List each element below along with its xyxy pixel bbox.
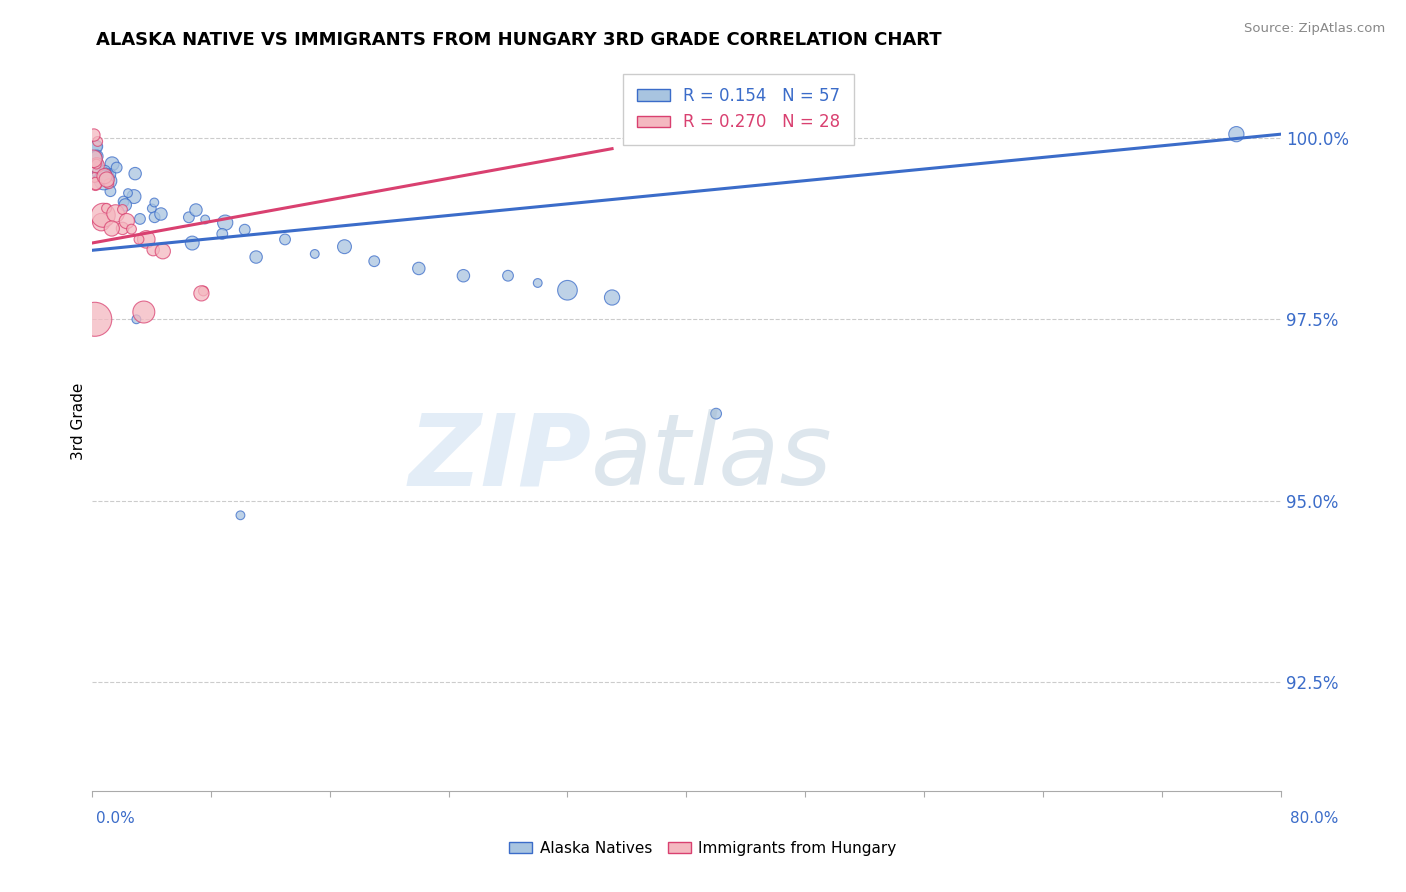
Point (87, 158, 110, 172)
Text: 0.0%: 0.0% (96, 812, 135, 826)
Point (274, 232, 297, 246)
Text: atlas: atlas (592, 409, 832, 507)
Point (704, 407, 727, 421)
Point (304, 247, 326, 261)
Point (84, 177, 107, 191)
Point (101, 157, 124, 171)
Point (453, 268, 475, 283)
Point (86, 171, 108, 186)
Point (229, 508, 252, 523)
Legend: Alaska Natives, Immigrants from Hungary: Alaska Natives, Immigrants from Hungary (503, 835, 903, 862)
Point (117, 186, 139, 200)
Text: Source: ZipAtlas.com: Source: ZipAtlas.com (1244, 22, 1385, 36)
Point (86, 135, 108, 149)
Point (100, 167, 122, 181)
Point (83, 170, 105, 185)
Text: ZIP: ZIP (408, 409, 592, 507)
Point (152, 244, 174, 259)
Point (83, 312, 105, 326)
Point (142, 243, 165, 257)
Point (129, 211, 152, 226)
Point (141, 202, 163, 216)
Point (111, 202, 134, 217)
Point (111, 221, 134, 235)
Point (1225, 127, 1247, 141)
Point (496, 268, 519, 283)
Point (84, 149, 107, 163)
Point (124, 167, 146, 181)
Point (181, 235, 204, 250)
Y-axis label: 3rd Grade: 3rd Grade (72, 383, 86, 459)
Point (83, 128, 105, 142)
Point (98, 174, 121, 188)
Point (115, 214, 138, 228)
Point (87, 166, 110, 180)
Point (600, 291, 623, 305)
Point (114, 198, 136, 212)
Point (177, 211, 200, 225)
Point (184, 202, 207, 217)
Point (233, 223, 256, 237)
Point (100, 184, 122, 198)
Point (211, 227, 233, 241)
Point (143, 195, 166, 210)
Point (82, 152, 104, 166)
Point (90, 166, 112, 180)
Point (121, 222, 143, 236)
Point (84, 153, 107, 168)
Point (105, 161, 128, 175)
Point (90, 215, 112, 229)
Point (149, 207, 172, 221)
Point (87, 155, 110, 169)
Point (101, 221, 124, 235)
Point (143, 211, 166, 225)
Point (245, 250, 267, 264)
Point (190, 286, 212, 301)
Point (132, 305, 155, 319)
Point (557, 283, 579, 297)
Text: 80.0%: 80.0% (1291, 812, 1339, 826)
Point (86, 149, 108, 163)
Point (96, 201, 118, 215)
Legend: R = 0.154   N = 57, R = 0.270   N = 28: R = 0.154 N = 57, R = 0.270 N = 28 (623, 74, 853, 145)
Point (333, 240, 356, 254)
Point (91, 208, 114, 222)
Point (526, 276, 548, 290)
Point (86, 158, 108, 172)
Point (86, 139, 108, 153)
Point (86, 157, 108, 171)
Point (214, 216, 236, 230)
Text: ALASKA NATIVE VS IMMIGRANTS FROM HUNGARY 3RD GRADE CORRELATION CHART: ALASKA NATIVE VS IMMIGRANTS FROM HUNGARY… (96, 31, 941, 49)
Point (125, 312, 148, 326)
Point (96, 172, 118, 186)
Point (84, 140, 107, 154)
Point (112, 194, 135, 209)
Point (193, 284, 215, 298)
Point (97, 177, 120, 191)
Point (194, 212, 217, 227)
Point (408, 261, 430, 276)
Point (363, 254, 385, 268)
Point (135, 232, 157, 246)
Point (122, 189, 145, 203)
Point (93, 173, 115, 187)
Point (97, 167, 120, 181)
Point (128, 232, 150, 246)
Point (93, 169, 115, 184)
Point (94, 167, 117, 181)
Point (84, 178, 107, 192)
Point (94, 163, 117, 178)
Point (104, 206, 127, 220)
